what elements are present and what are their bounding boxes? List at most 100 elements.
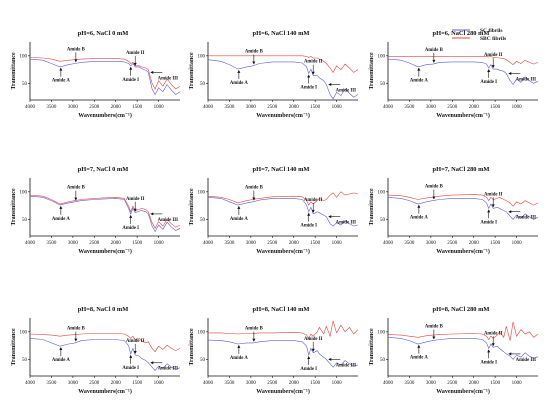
- x-tick-label: 3500: [224, 241, 235, 246]
- x-tick-label: 1000: [154, 105, 165, 110]
- panel-title: pH=7, NaCl 280 mM: [433, 166, 490, 173]
- x-tick-label: 4000: [25, 381, 36, 386]
- annotation-label: Amide III: [158, 76, 179, 81]
- legend-item-sc-fibrils: SC fibrils: [452, 28, 502, 34]
- series-line-sbc-fibrils: [29, 194, 181, 229]
- y-tick-label: 100: [20, 331, 28, 336]
- panel-7: pH=8, NaCl 0 mM 4000 3500 3000 2500 2000 1500 1…: [11, 306, 181, 395]
- annotation-label: Amide B: [245, 186, 264, 191]
- x-axis-label: Wavenumbers(cm⁻¹): [436, 388, 490, 395]
- annotation-amide-a: Amide A: [52, 346, 71, 363]
- x-axis-label: Wavenumbers(cm⁻¹): [436, 248, 490, 255]
- x-tick-label: 4000: [383, 381, 394, 386]
- series-line-sbc-fibrils: [208, 320, 359, 340]
- annotation-label: Amide B: [425, 325, 444, 330]
- series-line-sc-fibrils: [29, 195, 181, 233]
- x-tick-label: 1500: [310, 241, 321, 246]
- y-tick-label: 100: [378, 191, 386, 196]
- x-tick-label: 3500: [46, 241, 57, 246]
- annotation-amide-iii: Amide III: [150, 361, 178, 372]
- annotation-amide-a: Amide A: [410, 204, 429, 221]
- annotation-label: Amide A: [410, 356, 429, 361]
- x-axis-label: Wavenumbers(cm⁻¹): [436, 112, 490, 119]
- annotation-amide-b: Amide B: [245, 49, 264, 65]
- x-tick-label: 2500: [447, 381, 458, 386]
- y-tick-label: 50: [22, 82, 28, 87]
- annotation-label: Amide I: [122, 78, 139, 83]
- annotation-label: Amide III: [516, 77, 537, 82]
- x-tick-label: 1500: [310, 105, 321, 110]
- annotation-label: Amide II: [304, 198, 323, 203]
- x-tick-label: 2500: [89, 381, 100, 386]
- x-tick-label: 2500: [267, 381, 278, 386]
- annotation-label: Amide II: [304, 337, 323, 342]
- y-axis-label: Transmittance: [189, 52, 195, 90]
- y-axis-label: Transmittance: [11, 188, 17, 226]
- x-tick-label: 1500: [310, 381, 321, 386]
- annotation-label: Amide A: [410, 216, 429, 221]
- y-tick-label: 50: [380, 358, 386, 363]
- y-tick-label: 50: [380, 218, 386, 223]
- x-tick-label: 3000: [426, 241, 437, 246]
- annotation-amide-i: Amide I: [300, 212, 317, 229]
- y-tick-label: 100: [20, 191, 28, 196]
- legend-item-sbc-fibrils: SBC fibrils: [452, 36, 506, 42]
- annotation-amide-iii: Amide III: [508, 71, 537, 82]
- x-tick-label: 1000: [512, 381, 523, 386]
- panel-title: pH=8, NaCl 280 mM: [433, 306, 490, 313]
- annotation-amide-b: Amide B: [425, 325, 444, 340]
- legend-label: SBC fibrils: [480, 36, 506, 42]
- series-line-sbc-fibrils: [388, 56, 539, 65]
- y-tick-label: 100: [20, 55, 28, 60]
- y-axis-label: Transmittance: [189, 188, 195, 226]
- y-axis-label: Transmittance: [369, 328, 375, 366]
- series-line-sc-fibrils: [207, 197, 359, 227]
- annotation-amide-iii: Amide III: [508, 210, 536, 221]
- legend: SC fibrils SBC fibrils: [452, 28, 506, 42]
- panel-1: pH=6, NaCl 0 mM 4000 3500 3000 2500 2000 1500 1…: [11, 30, 181, 119]
- annotation-label: Amide I: [300, 85, 317, 90]
- annotation-label: Amide A: [410, 79, 429, 84]
- annotation-label: Amide II: [126, 339, 145, 344]
- annotation-amide-iii: Amide III: [328, 215, 356, 226]
- panel-3: pH=6, NaCl 280 mM 4000 3500 3000 2500 2000 150…: [369, 30, 539, 119]
- x-axis-label: Wavenumbers(cm⁻¹): [78, 388, 132, 395]
- annotation-amide-i: Amide I: [300, 74, 317, 90]
- annotation-label: Amide A: [52, 358, 71, 363]
- panel-6: pH=7, NaCl 280 mM 4000 3500 3000 2500 2000 150…: [369, 166, 539, 255]
- x-tick-label: 1500: [490, 381, 501, 386]
- annotation-label: Amide I: [122, 226, 139, 231]
- annotation-amide-b: Amide B: [245, 186, 264, 201]
- y-axis-label: Transmittance: [11, 52, 17, 90]
- annotation-label: Amide II: [484, 192, 503, 197]
- y-tick-label: 50: [200, 82, 206, 87]
- annotation-amide-iii: Amide III: [150, 70, 179, 81]
- y-tick-label: 100: [198, 331, 206, 336]
- series-line-sbc-fibrils: [29, 57, 181, 90]
- annotation-amide-b: Amide B: [425, 48, 444, 63]
- x-tick-label: 1000: [512, 105, 523, 110]
- y-tick-label: 100: [198, 55, 206, 60]
- y-axis-label: Transmittance: [11, 328, 17, 366]
- y-tick-label: 100: [378, 55, 386, 60]
- annotation-label: Amide II: [484, 331, 503, 336]
- x-tick-label: 2000: [289, 105, 300, 110]
- annotation-amide-iii: Amide III: [508, 352, 536, 363]
- annotation-amide-i: Amide I: [480, 349, 497, 365]
- panel-title: pH=7, NaCl 140 mM: [253, 166, 310, 173]
- annotation-amide-i: Amide I: [300, 356, 317, 372]
- annotation-amide-iii: Amide III: [328, 357, 356, 368]
- annotation-label: Amide I: [480, 360, 497, 365]
- panel-title: pH=7, NaCl 0 mM: [78, 166, 129, 173]
- x-tick-label: 1000: [332, 241, 343, 246]
- annotation-amide-b: Amide B: [67, 186, 86, 201]
- panel-title: pH=8, NaCl 140 mM: [253, 306, 310, 313]
- panel-title: pH=8, NaCl 0 mM: [78, 306, 129, 313]
- series-line-sc-fibrils: [387, 337, 539, 360]
- x-tick-label: 4000: [203, 241, 214, 246]
- y-tick-label: 100: [378, 331, 386, 336]
- annotation-label: Amide A: [230, 81, 249, 86]
- annotation-amide-ii: Amide II: [484, 331, 503, 347]
- x-tick-label: 3500: [404, 241, 415, 246]
